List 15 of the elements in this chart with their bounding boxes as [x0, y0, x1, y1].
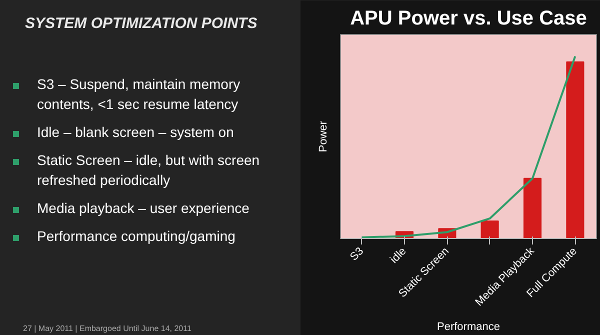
x-tick-label: S3 [348, 245, 366, 264]
chart-title: APU Power vs. Use Case [350, 8, 587, 30]
bar [566, 61, 584, 238]
bar [480, 220, 499, 238]
text: Idle – blank screen – system on [37, 123, 234, 142]
text: Static Screen – idle, but with screen refreshed periodically [37, 151, 261, 190]
x-axis-title: Performance [437, 320, 500, 333]
text: Performance computing/gaming [37, 227, 236, 246]
x-tick-label: idle [388, 245, 409, 266]
text: Media playback – user experience [37, 199, 250, 218]
text: 27 | May 2011 | Embargoed Until June 14, 2011 [23, 322, 192, 334]
text: S3 – Suspend, maintain memory contents, <1 sec resume latency [37, 75, 242, 114]
bar [523, 178, 542, 238]
text: SYSTEM OPTIMIZATION POINTS [25, 14, 258, 34]
y-axis-title: Power [318, 120, 330, 152]
